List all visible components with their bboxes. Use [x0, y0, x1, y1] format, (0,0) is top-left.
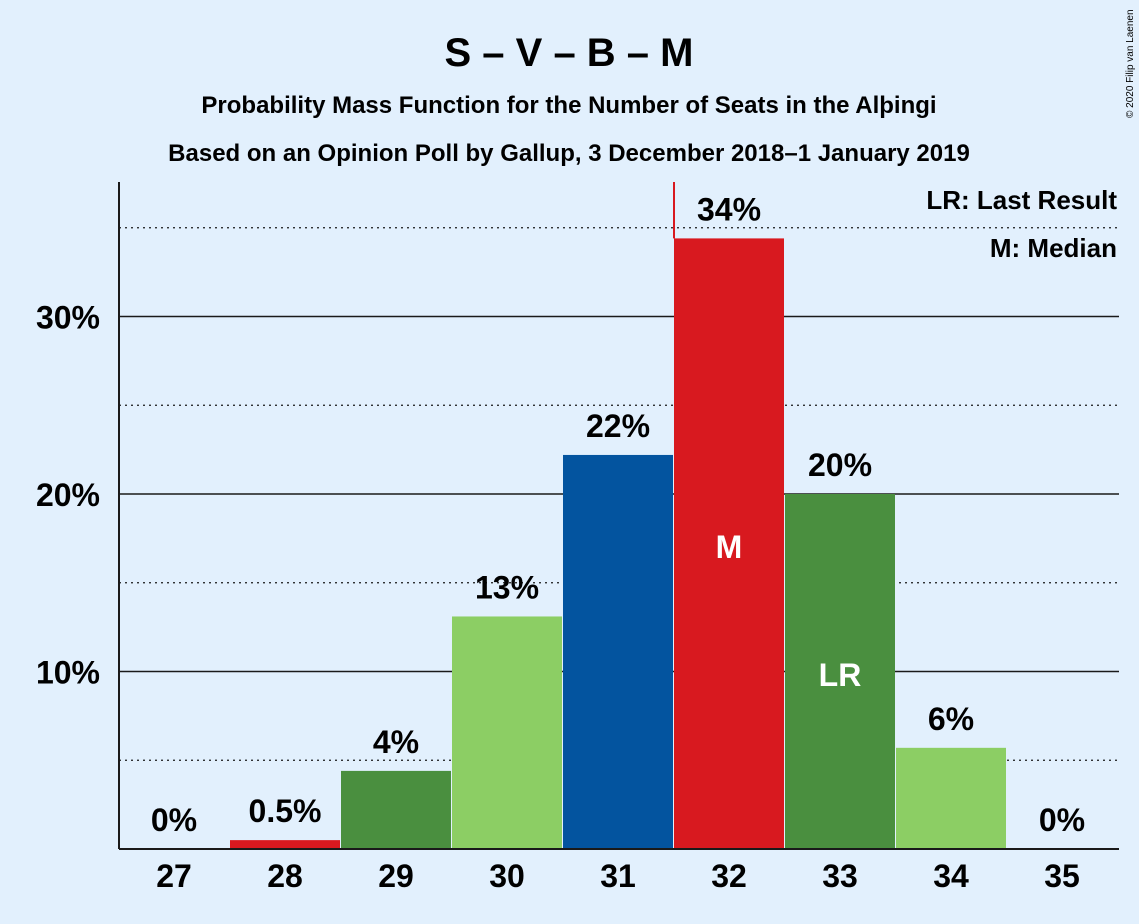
y-tick-label: 30%: [36, 300, 100, 336]
bar-seat-30: [452, 616, 562, 849]
copyright-note: © 2020 Filip van Laenen: [1125, 9, 1136, 118]
bar-value-label: 22%: [586, 408, 650, 444]
bar-seat-31: [563, 454, 673, 849]
x-tick-label: 28: [267, 858, 303, 894]
x-tick-label: 27: [156, 858, 192, 894]
x-tick-label: 35: [1044, 858, 1080, 894]
bar-seat-32: [674, 238, 784, 849]
x-tick-label: 31: [600, 858, 636, 894]
last-result-marker: LR: [819, 657, 862, 693]
chart-subtitle: Probability Mass Function for the Number…: [201, 92, 936, 119]
median-marker: M: [716, 529, 743, 565]
bar-value-label: 0%: [1039, 802, 1085, 838]
bar-seat-33: [785, 494, 895, 849]
x-tick-label: 33: [822, 858, 858, 894]
legend-last-result: LR: Last Result: [926, 185, 1117, 215]
bar-value-label: 20%: [808, 447, 872, 483]
x-axis-ticks: 27 28 29 30 31 32 33 34 35: [156, 858, 1080, 894]
bar-value-label: 0.5%: [249, 793, 322, 829]
x-tick-label: 32: [711, 858, 747, 894]
chart-poll-info: Based on an Opinion Poll by Gallup, 3 De…: [168, 140, 970, 167]
bar-value-label: 34%: [697, 191, 761, 227]
bar-labels: 0% 0.5% 4% 13% 22% 34% M 20% LR 6% 0%: [151, 191, 1085, 838]
y-tick-label: 10%: [36, 655, 100, 691]
bar-seat-34: [896, 747, 1006, 849]
bar-value-label: 0%: [151, 802, 197, 838]
legend-median: M: Median: [990, 233, 1117, 263]
y-axis-ticks: 10% 20% 30%: [36, 300, 100, 691]
x-tick-label: 30: [489, 858, 525, 894]
x-tick-label: 34: [933, 858, 969, 894]
chart-title: S – V – B – M: [445, 31, 694, 75]
bar-seat-29: [341, 770, 451, 849]
bars: [230, 182, 1006, 849]
y-tick-label: 20%: [36, 477, 100, 513]
bar-value-label: 4%: [373, 724, 419, 760]
x-tick-label: 29: [378, 858, 414, 894]
bar-seat-28: [230, 840, 340, 849]
bar-value-label: 13%: [475, 569, 539, 605]
bar-value-label: 6%: [928, 701, 974, 737]
